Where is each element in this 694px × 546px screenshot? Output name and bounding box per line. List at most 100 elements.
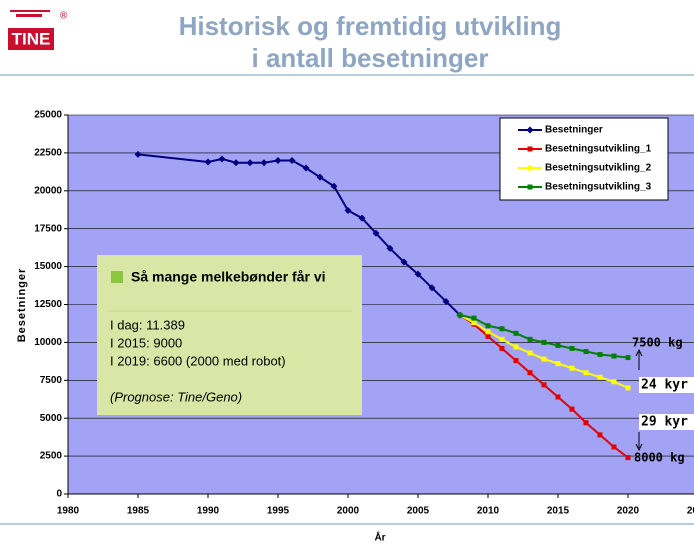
marker [513, 330, 519, 336]
infobox-bg [97, 255, 362, 415]
infobox-line: I 2019: 6600 (2000 med robot) [110, 353, 286, 368]
marker [428, 284, 436, 292]
annotation-bg [639, 377, 694, 393]
title: i antall besetninger [252, 43, 489, 73]
x-tick-label: 2005 [407, 506, 430, 517]
legend-marker [527, 146, 533, 152]
y-tick-label: 22500 [34, 148, 62, 159]
marker [569, 365, 575, 371]
marker [485, 323, 491, 329]
marker [485, 329, 491, 335]
marker [274, 156, 282, 164]
marker [611, 379, 617, 385]
infobox: Så mange melkebønder får vi I dag: 11.38… [97, 255, 362, 415]
marker [288, 156, 296, 164]
marker [611, 444, 617, 450]
annotation: 24 kyr [641, 378, 688, 393]
x-tick-label: 1980 [57, 506, 80, 517]
y-axis-label: Besetninger [16, 268, 28, 343]
infobox-line: I dag: 11.389 [110, 317, 185, 332]
legend-label: Besetningsutvikling_1 [545, 144, 652, 155]
marker [232, 159, 240, 167]
marker [204, 158, 212, 166]
marker [625, 455, 631, 461]
marker [218, 155, 226, 163]
y-tick-label: 15000 [34, 261, 62, 272]
legend-label: Besetningsutvikling_3 [545, 182, 652, 193]
annotation: 29 kyr [641, 415, 688, 430]
marker [583, 348, 589, 354]
marker [400, 258, 408, 266]
marker [597, 352, 603, 358]
y-tick-label: 7500 [40, 375, 63, 386]
marker [625, 355, 631, 361]
legend-marker [526, 126, 534, 134]
marker [625, 385, 631, 391]
title: Historisk og fremtidig utvikling [179, 11, 562, 41]
marker [555, 361, 561, 367]
marker [555, 394, 561, 400]
marker [555, 342, 561, 348]
marker [485, 333, 491, 339]
x-tick-label: 2000 [337, 506, 360, 517]
marker [527, 350, 533, 356]
legend-label: Besetninger [545, 125, 603, 136]
infobox-line: I 2015: 9000 [110, 335, 182, 350]
y-tick-label: 12500 [34, 299, 62, 310]
y-tick-label: 0 [56, 489, 62, 500]
arrow-head [635, 348, 643, 357]
legend-marker [527, 184, 533, 190]
infobox-heading: Så mange melkebønder får vi [131, 269, 326, 285]
marker [499, 326, 505, 332]
marker [442, 297, 450, 305]
marker [471, 320, 477, 326]
legend-marker [527, 165, 533, 171]
annotation: 8000 kg [634, 451, 685, 465]
marker [597, 432, 603, 438]
marker [471, 315, 477, 321]
marker [541, 356, 547, 362]
marker [316, 173, 324, 181]
logo-bar [10, 10, 50, 12]
arrows [635, 348, 643, 452]
marker [330, 182, 338, 190]
logo-bar [16, 14, 42, 17]
logo: TINE ® [8, 10, 68, 50]
marker [414, 270, 422, 278]
marker [372, 229, 380, 237]
marker [457, 312, 463, 318]
annotation-bg [639, 414, 694, 430]
marker [246, 159, 254, 167]
y-tick-label: 10000 [34, 337, 62, 348]
x-tick-label: 2025 [687, 506, 694, 517]
y-tick-label: 25000 [34, 110, 62, 121]
annotation: 7500 kg [632, 336, 683, 350]
marker [499, 345, 505, 351]
marker [527, 370, 533, 376]
marker [358, 214, 366, 222]
marker [513, 358, 519, 364]
x-tick-label: 2020 [617, 506, 640, 517]
marker [260, 159, 268, 167]
x-tick-label: 1990 [197, 506, 220, 517]
marker [583, 420, 589, 426]
x-tick-label: 1985 [127, 506, 150, 517]
y-tick-label: 2500 [40, 451, 63, 462]
logo-text: TINE [12, 29, 51, 48]
marker [583, 370, 589, 376]
bullet [111, 271, 123, 283]
marker [597, 374, 603, 380]
marker [344, 207, 352, 215]
marker [302, 164, 310, 172]
marker [513, 344, 519, 350]
x-tick-label: 2015 [547, 506, 570, 517]
logo-box [8, 28, 54, 50]
infobox-note: (Prognose: Tine/Geno) [110, 389, 242, 404]
y-tick-label: 17500 [34, 223, 62, 234]
legend-label: Besetningsutvikling_2 [545, 163, 652, 174]
marker [611, 353, 617, 359]
y-tick-label: 5000 [40, 413, 63, 424]
y-tick-label: 20000 [34, 185, 62, 196]
marker [527, 336, 533, 342]
